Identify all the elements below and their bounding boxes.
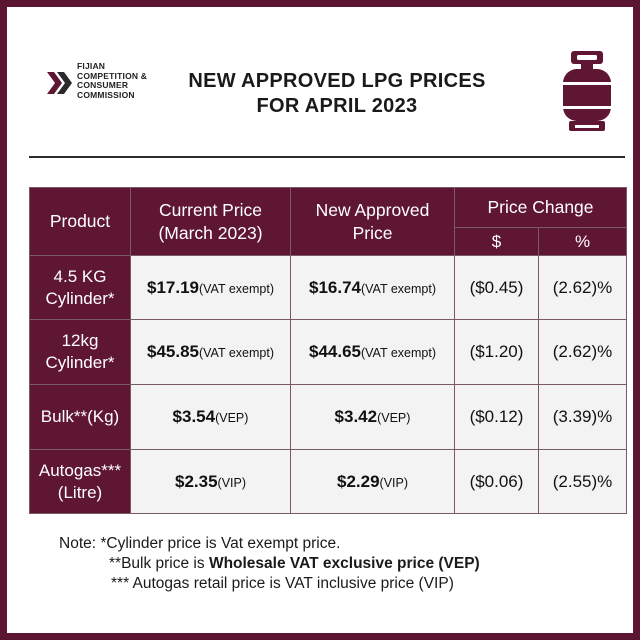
divider [29,156,625,158]
new-price-cell: $2.29(VIP) [290,449,455,514]
current-price-tag: (VAT exempt) [198,281,275,296]
logo-line: FIJIAN [77,61,106,71]
change-pct: (2.62)% [537,319,628,385]
notes: Note: *Cylinder price is Vat exempt pric… [59,534,619,594]
current-price: $17.19 [146,277,199,297]
change-dollar: ($0.06) [454,449,539,514]
product-line2: Cylinder* [45,353,115,372]
table-row: 4.5 KG Cylinder* $17.19(VAT exempt) $16.… [29,255,628,320]
current-price-tag: (VIP) [217,475,247,490]
change-pct: (2.62)% [537,255,628,320]
logo-line: COMPETITION & [77,70,148,81]
chevron-arrows-icon [47,72,72,94]
note-line-2-text: **Bulk price is [109,555,209,572]
change-pct: (3.39)% [537,384,628,450]
current-price-cell: $3.54(VEP) [130,384,291,450]
note-line-3: *** Autogas retail price is VAT inclusiv… [111,575,454,592]
row-product: 4.5 KG Cylinder* [29,255,131,320]
header-change-pct: % [537,227,628,256]
header-change-dollar: $ [454,227,539,256]
new-price-cell: $3.42(VEP) [290,384,455,450]
change-dollar: ($0.12) [454,384,539,450]
header-new-line2: Price [352,222,393,243]
new-price: $3.42 [334,407,378,426]
header-new-price: New Approved Price [290,187,455,256]
current-price-tag: (VEP) [215,411,249,425]
change-pct: (2.55)% [537,449,628,514]
logo-line: CONSUMER [77,80,129,91]
header-product: Product [29,187,131,256]
logo-text: FIJIAN COMPETITION & CONSUMER COMMISSION [77,61,148,100]
new-price-tag: (VIP) [379,475,409,490]
table-row: Autogas*** (Litre) $2.35(VIP) $2.29(VIP)… [29,449,628,514]
new-price: $44.65 [308,342,361,361]
table-row: Bulk**(Kg) $3.54(VEP) $3.42(VEP) ($0.12)… [29,384,628,450]
product-line2: (Litre) [57,482,103,502]
new-price: $16.74 [308,277,361,297]
title-line-2: FOR APRIL 2023 [256,95,418,117]
table-row: 12kg Cylinder* $45.85(VAT exempt) $44.65… [29,319,628,385]
product-line1: 12kg [61,331,99,350]
note-line-1: Note: *Cylinder price is Vat exempt pric… [59,535,341,552]
note-line-2-bold: Wholesale VAT exclusive price (VEP) [208,555,480,572]
note-line-2: **Bulk price is Wholesale VAT exclusive … [59,554,619,574]
gas-cylinder-icon [563,51,611,131]
new-price-cell: $44.65(VAT exempt) [290,319,455,385]
title-line-1: NEW APPROVED LPG PRICES [188,70,486,92]
new-price-tag: (VAT exempt) [360,281,437,296]
header-current-line1: Current Price [158,199,263,220]
header-new-line1: New Approved [315,199,430,220]
new-price-cell: $16.74(VAT exempt) [290,255,455,320]
product-line1: Autogas*** [38,460,122,480]
change-dollar: ($0.45) [454,255,539,320]
product-line1: Bulk**(Kg) [40,407,120,426]
fccc-logo: FIJIAN COMPETITION & CONSUMER COMMISSION [45,61,155,106]
current-price-cell: $17.19(VAT exempt) [130,255,291,320]
new-price-tag: (VEP) [377,411,411,425]
current-price: $45.85 [146,342,199,361]
row-product: Autogas*** (Litre) [29,449,131,514]
header-current-price: Current Price (March 2023) [130,187,291,256]
new-price: $2.29 [336,471,380,491]
current-price-tag: (VAT exempt) [198,346,275,360]
current-price: $2.35 [174,471,218,491]
change-dollar: ($1.20) [454,319,539,385]
row-product: Bulk**(Kg) [29,384,131,450]
header-price-change: Price Change [453,187,628,228]
new-price-tag: (VAT exempt) [360,346,437,360]
current-price-cell: $2.35(VIP) [130,449,291,514]
logo-line: COMMISSION [77,89,135,100]
product-line1: 4.5 KG [53,266,107,286]
current-price: $3.54 [172,407,216,426]
current-price-cell: $45.85(VAT exempt) [130,319,291,385]
page-title: NEW APPROVED LPG PRICES FOR APRIL 2023 [157,69,517,119]
product-line2: Cylinder* [45,288,115,308]
price-table: Product Current Price (March 2023) New A… [29,187,628,514]
row-product: 12kg Cylinder* [29,319,131,385]
header-current-line2: (March 2023) [158,222,263,243]
